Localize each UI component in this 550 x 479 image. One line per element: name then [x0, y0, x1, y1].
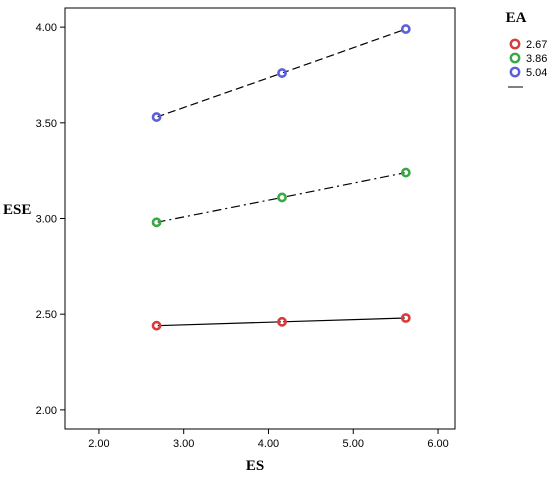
data-point-center-0-1	[280, 320, 284, 324]
data-point-0-2	[400, 313, 411, 323]
data-point-1-0	[151, 217, 162, 228]
legend: EA 2.67 3.86 5.04	[506, 10, 547, 88]
x-tick-label: 4.00	[258, 438, 279, 450]
data-point-0-0	[151, 320, 162, 331]
legend-marker-1	[509, 52, 521, 64]
data-point-1-2	[400, 167, 411, 178]
data-point-center-2-1	[280, 71, 284, 75]
y-tick-label: 2.00	[36, 405, 57, 417]
data-point-center-1-2	[404, 171, 408, 174]
legend-label-0: 2.67	[526, 39, 547, 51]
data-point-center-1-0	[155, 221, 158, 224]
data-point-0-1	[277, 316, 287, 327]
data-point-center-2-2	[404, 27, 408, 31]
x-tick-label: 6.00	[427, 438, 448, 450]
data-point-2-1	[277, 68, 287, 78]
y-tick-label: 3.50	[36, 118, 57, 130]
legend-label-2: 5.04	[526, 67, 547, 79]
data-point-center-1-1	[280, 196, 284, 199]
x-tick-label: 2.00	[88, 438, 109, 450]
plot-frame	[64, 7, 456, 430]
data-point-1-1	[277, 192, 287, 203]
y-tick-label: 2.50	[36, 309, 57, 321]
y-tick-label: 4.00	[36, 22, 57, 34]
data-point-center-0-0	[155, 324, 158, 327]
y-tick-label: 3.00	[36, 214, 57, 226]
x-tick-label: 3.00	[173, 438, 194, 450]
y-axis-title: ESE	[3, 202, 31, 218]
legend-label-1: 3.86	[526, 53, 547, 65]
x-tick-label: 5.00	[343, 438, 364, 450]
legend-marker-0	[509, 38, 521, 50]
data-point-2-2	[400, 24, 411, 34]
x-axis-title: ES	[246, 458, 264, 474]
legend-marker-2	[509, 66, 521, 78]
legend-title: EA	[506, 10, 527, 26]
data-point-center-2-0	[155, 115, 158, 119]
data-point-2-0	[151, 112, 162, 122]
data-point-center-0-2	[404, 316, 408, 320]
